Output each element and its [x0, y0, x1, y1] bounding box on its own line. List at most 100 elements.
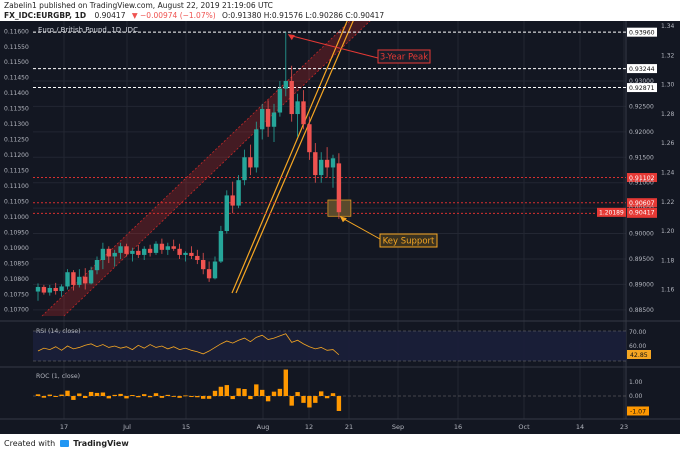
- roc-bar: [100, 392, 106, 396]
- price-axis-tick: 0.88500: [629, 307, 654, 314]
- peak-arrow: [288, 34, 379, 59]
- price-axis-tick: 0.90000: [629, 231, 654, 238]
- peak-label-box: [377, 49, 431, 64]
- candle-body: [260, 108, 265, 130]
- level-label-text: 0.91102: [629, 175, 655, 182]
- roc-bar: [159, 396, 165, 398]
- roc-bar: [177, 396, 182, 398]
- candle-body: [195, 255, 200, 261]
- candle-body: [106, 248, 111, 257]
- chart-area[interactable]: 0.939600.932440.928710.911020.906070.903…: [0, 18, 680, 434]
- roc-bar: [289, 396, 294, 406]
- roc-bar: [88, 391, 94, 396]
- candle-body: [118, 246, 123, 253]
- level-label: [627, 27, 657, 37]
- candle-body: [324, 159, 330, 168]
- left-axis-tick: 0.11100: [4, 183, 29, 190]
- roc-bar: [324, 396, 330, 399]
- ohlc-text: O:0.91380 H:0.91576 L:0.90286 C:0.90417: [222, 11, 385, 20]
- time-axis-tick: Aug: [257, 423, 270, 431]
- level-label-bg: [627, 64, 657, 74]
- candle-body: [289, 80, 294, 115]
- rsi-upper-tick: 70.00: [629, 329, 646, 336]
- peak-arrow-head: [287, 34, 295, 41]
- outer-axis-tick: 1.28: [661, 111, 675, 118]
- outer-axis-tick: 1.32: [661, 52, 675, 59]
- candle-body: [189, 252, 194, 256]
- roc-bar: [313, 396, 318, 403]
- left-axis-tick: 0.10750: [4, 291, 29, 298]
- roc-bar: [283, 369, 288, 396]
- candle-body: [301, 101, 306, 125]
- candle-body: [147, 248, 153, 253]
- symbol-info-line: FX_IDC:EURGBP, 1D 0.90417 ▼ −0.00974 (−1…: [4, 11, 384, 20]
- left-axis-tick: 0.11000: [4, 214, 29, 221]
- candle-body: [236, 180, 241, 206]
- last-price-label-bg: [627, 207, 657, 217]
- candle-body: [271, 112, 277, 127]
- candle-body: [277, 88, 283, 113]
- time-axis-tick: 14: [576, 423, 584, 431]
- support-label-box: [379, 233, 438, 248]
- candle-body: [201, 260, 206, 270]
- roc-bar: [218, 386, 224, 396]
- level-label-bg: [627, 83, 657, 93]
- roc-bar: [236, 388, 241, 396]
- symbol-label: FX_IDC:EURGBP, 1D: [4, 11, 87, 20]
- candle-body: [212, 261, 218, 279]
- roc-bar: [118, 393, 123, 396]
- roc-bar: [295, 392, 300, 396]
- roc-bar: [94, 392, 100, 396]
- candle-body: [218, 231, 224, 262]
- candle-body: [295, 101, 300, 115]
- last-price-overlay: 1.20189: [599, 210, 624, 217]
- left-axis-tick: 0.11550: [4, 44, 29, 51]
- tradingview-brand[interactable]: TradingView: [73, 439, 129, 448]
- roc-bar: [112, 394, 117, 396]
- outer-axis-tick: 1.18: [661, 257, 675, 264]
- roc-bar: [330, 393, 336, 396]
- candle-body: [330, 158, 336, 168]
- candle-body: [319, 159, 324, 176]
- price-axis-tick: 0.92000: [629, 129, 654, 136]
- roc-bar: [242, 389, 247, 396]
- roc-bar: [189, 396, 194, 397]
- roc-bar: [183, 395, 188, 397]
- roc-bar: [47, 394, 52, 396]
- time-axis-tick: 12: [305, 423, 313, 431]
- left-axis-tick: 0.10950: [4, 229, 29, 236]
- roc-bar: [260, 389, 265, 396]
- roc-bar: [147, 396, 153, 398]
- level-label: [627, 173, 657, 183]
- candle-body: [130, 250, 135, 254]
- roc-bar: [130, 395, 135, 396]
- candle-body: [230, 195, 235, 206]
- left-axis-tick: 0.10800: [4, 276, 29, 283]
- price-axis-tick: 0.91500: [629, 154, 654, 161]
- price-axis-tick: 0.93000: [629, 78, 654, 85]
- left-axis-tick: 0.10700: [4, 307, 29, 314]
- roc-bar: [212, 390, 218, 396]
- time-axis-tick: Sep: [392, 423, 404, 431]
- roc-bar: [224, 385, 229, 396]
- candle-body: [224, 195, 229, 232]
- chart-svg[interactable]: 0.939600.932440.928710.911020.906070.903…: [0, 18, 680, 434]
- trendline: [235, 18, 355, 294]
- roc-bar: [248, 396, 253, 400]
- roc-last-label: -1.07: [630, 408, 646, 415]
- rsi-line: [37, 333, 340, 356]
- roc-bar: [77, 393, 82, 396]
- candles: [35, 32, 342, 301]
- candle-body: [77, 276, 82, 285]
- created-with-text: Created with: [4, 439, 56, 448]
- last-price-overlay-bg: [597, 207, 626, 217]
- roc-bar: [201, 396, 206, 399]
- outer-axis-tick: 1.20: [661, 228, 675, 235]
- candle-body: [171, 246, 176, 249]
- candle-body: [142, 248, 147, 255]
- rsi-last-bg: [627, 350, 651, 359]
- roc-bar: [153, 393, 159, 396]
- time-axis-tick: 16: [454, 423, 462, 431]
- roc-bar: [265, 396, 271, 402]
- roc-bar: [65, 390, 70, 396]
